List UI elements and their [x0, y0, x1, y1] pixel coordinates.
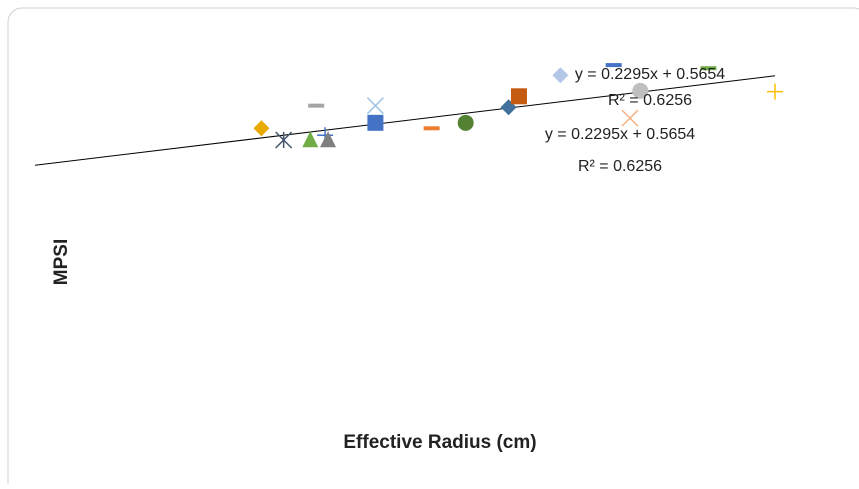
y-axis-title: MPSI	[51, 239, 72, 285]
marker-shape	[700, 66, 717, 71]
point	[552, 67, 569, 84]
point	[308, 103, 325, 108]
point	[423, 126, 440, 131]
x-axis-title: Effective Radius (cm)	[343, 432, 536, 453]
trendline-annotation: R² = 0.6256	[578, 158, 662, 175]
marker-shape	[367, 114, 384, 131]
marker-shape	[605, 63, 622, 68]
marker-shape	[632, 82, 649, 99]
marker-shape	[275, 131, 293, 149]
marker-shape	[302, 131, 319, 148]
marker-shape	[457, 114, 474, 131]
point	[367, 114, 384, 131]
point	[605, 63, 622, 68]
marker-shape	[366, 97, 384, 115]
trendline-annotation: y = 0.2295x + 0.5654	[575, 66, 725, 83]
marker-shape	[253, 120, 270, 137]
point	[457, 114, 474, 131]
point	[275, 131, 293, 149]
point	[510, 88, 527, 105]
marker-shape	[510, 88, 527, 105]
point	[700, 66, 717, 71]
point	[621, 109, 639, 127]
point	[632, 82, 649, 99]
marker-shape	[423, 126, 440, 131]
point	[302, 131, 319, 148]
marker-shape	[767, 83, 783, 100]
marker-shape	[320, 131, 337, 148]
trendline-annotation: y = 0.2295x + 0.5654	[545, 126, 695, 143]
marker-shape	[308, 103, 325, 108]
marker-shape	[621, 109, 639, 127]
point	[320, 131, 337, 148]
point	[366, 97, 384, 115]
marker-shape	[552, 67, 569, 84]
trendline	[34, 75, 776, 166]
point	[767, 83, 783, 100]
trendline-annotation: R² = 0.6256	[608, 92, 692, 109]
point	[253, 120, 270, 137]
chart-frame	[7, 7, 859, 489]
